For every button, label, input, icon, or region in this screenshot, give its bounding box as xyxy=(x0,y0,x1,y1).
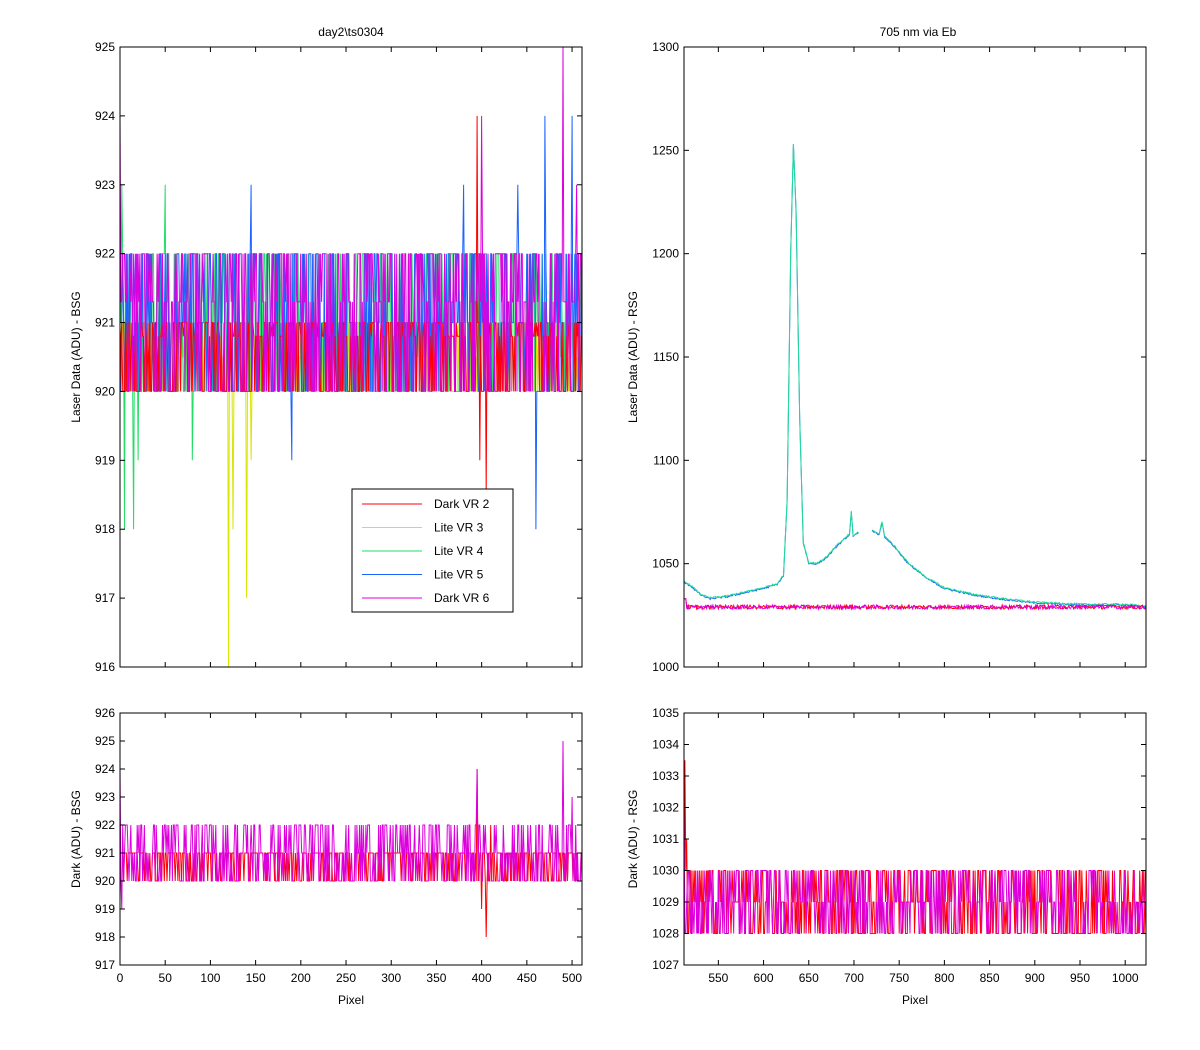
bottom-left-ytick-label: 921 xyxy=(95,846,115,860)
top-right-ylabel: Laser Data (ADU) - RSG xyxy=(626,291,640,423)
bottom-right-xtick-label: 950 xyxy=(1070,971,1090,985)
bottom-right-xtick-label: 600 xyxy=(754,971,774,985)
top-left-ytick-label: 921 xyxy=(95,316,115,330)
bottom-left-xtick-label: 150 xyxy=(246,971,266,985)
top-right-plot-area xyxy=(684,143,1146,611)
bottom-right-ytick-label: 1033 xyxy=(652,769,679,783)
bottom-right-xtick-label: 800 xyxy=(934,971,954,985)
top-left-legend: Dark VR 2 Lite VR 3 Lite VR 4 Lite VR 5 Dark… xyxy=(351,488,514,613)
top-left-ytick-label: 923 xyxy=(95,178,115,192)
bottom-right-ytick-label: 1027 xyxy=(652,958,679,972)
bottom-left-xtick-label: 200 xyxy=(291,971,311,985)
bottom-left-plot-area xyxy=(120,740,582,938)
top-left-ytick-label: 925 xyxy=(95,40,115,54)
top-left-ytick-label: 916 xyxy=(95,660,115,674)
bottom-right-ytick-label: 1028 xyxy=(652,927,679,941)
bottom-left-series-dark-vr-6 xyxy=(120,740,582,910)
bottom-right-xtick-label: 550 xyxy=(708,971,728,985)
top-left-ytick-label: 922 xyxy=(95,247,115,261)
top-right-ytick-label: 1100 xyxy=(653,453,679,467)
bottom-left-xtick-label: 350 xyxy=(426,971,446,985)
top-right-ytick-label: 1150 xyxy=(653,350,679,364)
top-left-plot-area xyxy=(120,47,582,667)
bottom-right-ytick-label: 1031 xyxy=(652,832,679,846)
bottom-right-ytick-label: 1030 xyxy=(652,864,679,878)
top-left-ytick-label: 917 xyxy=(95,591,115,605)
legend-entry: Lite VR 4 xyxy=(434,544,484,558)
bottom-right-ytick-label: 1029 xyxy=(652,895,679,909)
top-left-title: day2\ts0304 xyxy=(318,25,384,39)
bottom-right-ytick-label: 1032 xyxy=(652,801,679,815)
bottom-right-panel: 550 600 650 700 750 800 850 900 950 1000 1027 1028 1… xyxy=(652,706,1147,985)
legend-entry: Lite VR 3 xyxy=(434,521,484,535)
bottom-left-xtick-label: 100 xyxy=(200,971,220,985)
legend-entry: Dark VR 2 xyxy=(434,497,490,511)
top-right-lite-curve-1-1 xyxy=(871,521,1146,608)
top-right-panel: 1000 1050 1100 1150 1200 1250 1300 xyxy=(652,40,1147,674)
panels: 916 917 918 919 920 921 922 923 924 925 Dark VR 2 L… xyxy=(95,40,1147,985)
top-right-ytick-label: 1000 xyxy=(652,660,679,674)
bottom-right-ytick-label: 1035 xyxy=(652,706,679,720)
bottom-right-plot-area xyxy=(684,760,1146,934)
bottom-right-xtick-label: 1000 xyxy=(1112,971,1139,985)
top-right-lite-curve-0-1 xyxy=(684,143,859,600)
top-right-ytick-label: 1300 xyxy=(652,40,679,54)
bottom-right-xtick-label: 700 xyxy=(844,971,864,985)
top-left-ylabel: Laser Data (ADU) - BSG xyxy=(69,291,83,422)
bottom-left-ytick-label: 925 xyxy=(95,734,115,748)
bottom-left-xtick-label: 300 xyxy=(381,971,401,985)
bottom-right-ylabel: Dark (ADU) - RSG xyxy=(626,790,640,889)
bottom-right-xlabel: Pixel xyxy=(902,993,928,1007)
bottom-right-xtick-label: 850 xyxy=(980,971,1000,985)
legend-entry: Dark VR 6 xyxy=(434,591,490,605)
bottom-left-ytick-label: 920 xyxy=(95,874,115,888)
top-right-ytick-label: 1050 xyxy=(652,557,679,571)
top-left-ytick-label: 920 xyxy=(95,384,115,398)
bottom-left-xtick-label: 400 xyxy=(472,971,492,985)
bottom-left-ylabel: Dark (ADU) - BSG xyxy=(69,790,83,888)
bottom-right-ytick-label: 1034 xyxy=(652,738,679,752)
bottom-left-xtick-label: 50 xyxy=(159,971,173,985)
bottom-left-ytick-label: 926 xyxy=(95,706,115,720)
bottom-left-xlabel: Pixel xyxy=(338,993,364,1007)
bottom-right-series-dark-vr-2 xyxy=(684,760,1146,934)
top-right-dark-curve-1 xyxy=(684,598,1146,611)
bottom-left-ytick-label: 923 xyxy=(95,790,115,804)
bottom-left-ytick-label: 917 xyxy=(95,958,115,972)
top-right-title: 705 nm via Eb xyxy=(880,25,957,39)
bottom-left-ytick-label: 918 xyxy=(95,930,115,944)
top-right-ytick-label: 1200 xyxy=(652,247,679,261)
bottom-right-xtick-label: 900 xyxy=(1025,971,1045,985)
bottom-left-panel: 0 50 100 150 200 250 300 350 400 450 500 917 918 919 9… xyxy=(95,706,583,985)
bottom-left-axes-box xyxy=(119,712,583,966)
bottom-right-xtick-label: 750 xyxy=(889,971,909,985)
legend-entry: Lite VR 5 xyxy=(434,568,484,582)
top-right-ytick-label: 1250 xyxy=(652,143,679,157)
top-left-ytick-label: 919 xyxy=(95,453,115,467)
bottom-left-ytick-label: 924 xyxy=(95,762,115,776)
bottom-left-xtick-label: 450 xyxy=(517,971,537,985)
bottom-left-ytick-label: 922 xyxy=(95,818,115,832)
bottom-right-series-dark-vr-6 xyxy=(684,807,1146,934)
bottom-right-xtick-label: 650 xyxy=(799,971,819,985)
top-left-ytick-label: 918 xyxy=(95,522,115,536)
top-left-ytick-label: 924 xyxy=(95,109,115,123)
bottom-left-xtick-label: 500 xyxy=(562,971,582,985)
top-left-axes-box xyxy=(119,46,583,668)
bottom-left-xtick-label: 250 xyxy=(336,971,356,985)
bottom-left-ytick-label: 919 xyxy=(95,902,115,916)
top-left-panel: 916 917 918 919 920 921 922 923 924 925 Dark VR 2 L… xyxy=(95,40,583,674)
top-left-series-dark-vr-6 xyxy=(120,47,582,392)
bottom-left-xtick-label: 0 xyxy=(117,971,124,985)
